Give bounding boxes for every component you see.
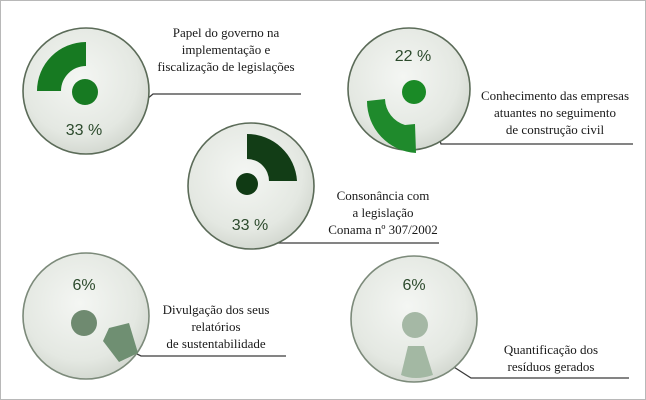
label-divulgacao: Divulgação dos seus relatórios de susten… (146, 301, 286, 352)
label-line: implementação e (181, 42, 271, 57)
label-line: de sustentabilidade (166, 336, 266, 351)
ring-segment-divulgacao (103, 323, 138, 362)
percent-divulgacao: 6% (72, 277, 96, 294)
label-line: Papel do governo na (172, 25, 280, 40)
label-line: a legislação (352, 205, 414, 220)
label-line: Quantificação dos (503, 342, 599, 357)
dot-quantificacao (402, 312, 428, 338)
label-line: Consonância com (336, 188, 430, 203)
ring-segment-quantificacao (401, 346, 433, 378)
label-consonancia: Consonância com a legislação Conama nº 3… (313, 187, 453, 238)
label-line: Divulgação dos seus (162, 302, 270, 317)
label-line: Conama nº 307/2002 (328, 222, 438, 237)
label-conhecimento: Conhecimento das empresas atuantes no se… (475, 87, 635, 138)
label-line: fiscalização de legislações (157, 59, 295, 74)
ring-segment-papel (37, 42, 86, 91)
percent-consonancia: 33 % (231, 217, 269, 234)
dot-conhecimento (402, 80, 426, 104)
label-quantificacao: Quantificação dos resíduos gerados (486, 341, 616, 375)
label-line: de construção civil (505, 122, 605, 137)
dot-papel (72, 79, 98, 105)
label-papel: Papel do governo na implementação e fisc… (151, 24, 301, 75)
label-line: resíduos gerados (507, 359, 595, 374)
dot-consonancia (236, 173, 258, 195)
ring-segment-consonancia (247, 133, 297, 181)
dot-divulgacao (71, 310, 97, 336)
percent-quantificacao: 6% (402, 277, 426, 294)
label-line: relatórios (191, 319, 241, 334)
label-line: Conhecimento das empresas (480, 88, 629, 103)
percent-papel: 33 % (65, 122, 103, 139)
label-line: atuantes no seguimento (493, 105, 617, 120)
percent-conhecimento: 22 % (394, 48, 432, 65)
ring-segment-conhecimento (366, 99, 416, 153)
